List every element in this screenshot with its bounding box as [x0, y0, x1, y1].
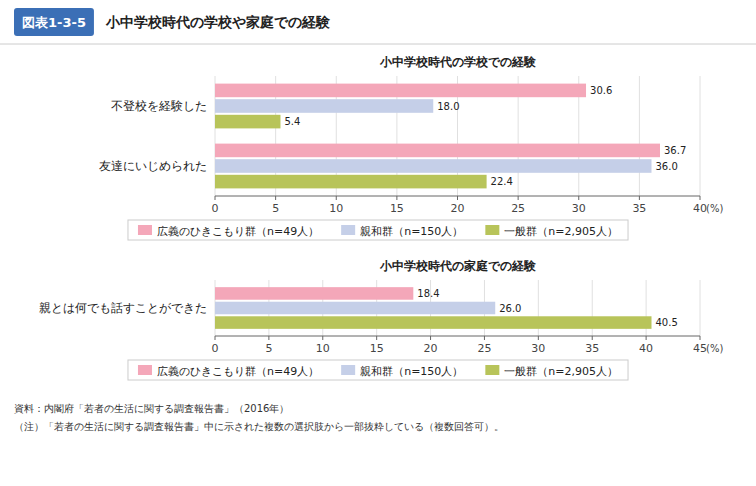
tick-mark — [639, 196, 640, 200]
grid-line — [700, 280, 701, 336]
tick-mark — [396, 196, 397, 200]
tick-label: 20 — [424, 342, 438, 355]
tick-mark — [430, 336, 431, 340]
source-note: 資料：内閣府「若者の生活に関する調査報告書」（2016年） — [14, 403, 289, 414]
chart-0: 小中学校時代の学校での経験 0 5 10 15 20 25 30 35 40(%) 30.6 18.0… — [99, 55, 723, 240]
tick-mark — [592, 336, 593, 340]
tick-mark — [646, 336, 647, 340]
tick-label: 0 — [212, 202, 219, 215]
tick-label: 5 — [272, 202, 279, 215]
tick-mark — [457, 196, 458, 200]
legend-label: 一般群（n=2,905人） — [504, 365, 618, 378]
grid-line — [639, 76, 640, 196]
legend-swatch — [341, 225, 355, 235]
tick-label: 40 — [693, 202, 707, 215]
tick-label: 0 — [212, 342, 219, 355]
bar — [215, 99, 433, 113]
data-label: 36.7 — [664, 145, 686, 156]
bar — [215, 115, 280, 129]
tick-label: 15 — [390, 202, 404, 215]
tick-label: 30 — [531, 342, 545, 355]
axis-label: (%) — [706, 203, 723, 214]
tick-label: 5 — [265, 342, 272, 355]
tick-label: 35 — [632, 202, 646, 215]
tick-mark — [538, 336, 539, 340]
tick-label: 30 — [572, 202, 586, 215]
legend-label: 広義のひきこもり群（n=49人） — [157, 225, 319, 238]
legend-swatch — [485, 225, 499, 235]
tick-mark — [484, 336, 485, 340]
data-label: 30.6 — [590, 85, 612, 96]
chart-root: 図表1-3-5 小中学校時代の学校や家庭での経験小中学校時代の学校での経験 0 5 10… — [0, 0, 756, 486]
tick-label: 25 — [511, 202, 525, 215]
tick-label: 10 — [329, 202, 343, 215]
category-label: 親とは何でも話すことができた — [39, 301, 207, 315]
legend-frame — [128, 360, 628, 380]
tick-label: 45 — [693, 342, 707, 355]
bar — [215, 144, 660, 158]
badge — [14, 8, 94, 36]
data-label: 26.0 — [499, 303, 521, 314]
legend: 広義のひきこもり群（n=49人） 親和群（n=150人） 一般群（n=2,905人） — [128, 360, 628, 380]
tick-mark — [268, 336, 269, 340]
axis-label: (%) — [706, 343, 723, 354]
bar — [215, 316, 652, 329]
tick-label: 10 — [316, 342, 330, 355]
bars — [215, 287, 652, 329]
legend-label: 親和群（n=150人） — [360, 365, 463, 378]
tick-mark — [578, 196, 579, 200]
badge-text: 図表1-3-5 — [22, 15, 86, 30]
data-labels: 30.6 18.0 5.4 36.7 36.0 22.4 — [284, 85, 686, 187]
legend-swatch — [341, 365, 355, 375]
bar — [215, 84, 586, 98]
source-note: （注）「若者の生活に関する調査報告書」中に示された複数の選択肢から一部抜粋してい… — [14, 421, 504, 432]
tick-label: 35 — [585, 342, 599, 355]
data-labels: 18.4 26.0 40.5 — [417, 288, 677, 328]
tick-mark — [700, 336, 701, 340]
legend: 広義のひきこもり群（n=49人） 親和群（n=150人） 一般群（n=2,905人） — [128, 220, 628, 240]
x-axis-line — [215, 196, 700, 197]
data-label: 18.0 — [437, 101, 459, 112]
tick-label: 15 — [370, 342, 384, 355]
legend-swatch — [485, 365, 499, 375]
tick-mark — [275, 196, 276, 200]
legend-frame — [128, 220, 628, 240]
chart-title: 小中学校時代の学校での経験 — [379, 55, 537, 69]
legend-label: 親和群（n=150人） — [360, 225, 463, 238]
header-rule — [0, 44, 756, 45]
tick-mark — [322, 336, 323, 340]
data-label: 5.4 — [284, 116, 300, 127]
legend-swatch — [138, 365, 152, 375]
x-axis-line — [215, 336, 700, 337]
tick-mark — [518, 196, 519, 200]
chart-1: 小中学校時代の家庭での経験 0 5 10 15 20 25 30 35 40 45(%) 18.4 26… — [39, 259, 723, 380]
tick-mark — [336, 196, 337, 200]
bars — [215, 84, 660, 189]
data-label: 18.4 — [417, 288, 439, 299]
data-label: 36.0 — [656, 161, 678, 172]
bar — [215, 175, 487, 189]
legend-label: 一般群（n=2,905人） — [504, 225, 618, 238]
tick-mark — [376, 336, 377, 340]
data-label: 22.4 — [491, 176, 513, 187]
tick-mark — [700, 196, 701, 200]
legend-label: 広義のひきこもり群（n=49人） — [157, 365, 319, 378]
bar — [215, 159, 652, 173]
category-label: 友達にいじめられた — [99, 159, 207, 173]
bar — [215, 302, 495, 315]
tick-label: 20 — [451, 202, 465, 215]
grid-line — [700, 76, 701, 196]
tick-label: 40 — [639, 342, 653, 355]
tick-label: 25 — [477, 342, 491, 355]
data-label: 40.5 — [656, 317, 678, 328]
category-label: 不登校を経験した — [111, 99, 207, 113]
tick-mark — [215, 336, 216, 340]
chart-title: 小中学校時代の家庭での経験 — [379, 259, 537, 273]
page-title: 小中学校時代の学校や家庭での経験 — [105, 14, 331, 30]
tick-mark — [215, 196, 216, 200]
bar — [215, 287, 413, 300]
legend-swatch — [138, 225, 152, 235]
